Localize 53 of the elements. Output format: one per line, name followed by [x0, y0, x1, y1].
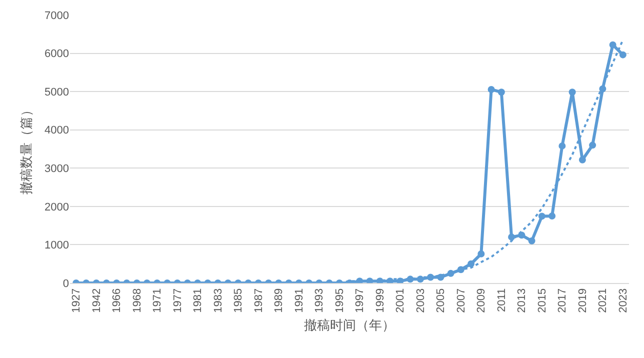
- x-tick-label: 1971: [152, 288, 164, 313]
- x-tick-label: 2021: [597, 288, 610, 313]
- x-tick-label: 1942: [90, 288, 103, 313]
- x-tick-label: 1968: [131, 288, 144, 313]
- x-tick-label: 1983: [212, 288, 224, 313]
- y-tick-label: 3000: [44, 162, 69, 175]
- x-tick-label: 1995: [334, 288, 346, 313]
- point: [386, 278, 394, 283]
- point: [528, 237, 536, 244]
- x-tick-label: 1997: [354, 288, 366, 313]
- x-tick-label: 1993: [314, 288, 326, 313]
- x-tick-label: 2003: [414, 288, 427, 313]
- x-axis-title: 撤稿时间（年）: [304, 317, 395, 332]
- x-tick-label: 1985: [232, 288, 245, 313]
- x-tick-label: 1999: [374, 288, 386, 313]
- point: [468, 260, 475, 268]
- x-tick-label: 2009: [476, 288, 488, 313]
- point: [498, 88, 505, 96]
- x-tick-label: 2011: [496, 288, 508, 312]
- y-axis-title: 撤稿数量（篇）: [18, 104, 34, 194]
- x-tick-label: 2001: [394, 288, 407, 313]
- x-tick-label: 2005: [435, 288, 448, 313]
- x-tick-label: 2007: [455, 288, 468, 313]
- x-tick-label: 1977: [172, 288, 184, 313]
- point: [619, 51, 626, 58]
- y-tick-label: 6000: [44, 48, 69, 60]
- x-tick-label: 1927: [70, 288, 83, 313]
- point: [568, 88, 576, 96]
- x-tick-label: 2015: [536, 288, 548, 313]
- y-tick-label: 0: [62, 278, 69, 290]
- point: [589, 142, 596, 149]
- point: [609, 41, 616, 48]
- y-tick-label: 4000: [44, 124, 69, 137]
- x-tick-label: 2017: [556, 288, 569, 313]
- point: [478, 250, 485, 258]
- y-tick-label: 7000: [44, 10, 69, 22]
- x-tick-label: 2013: [516, 288, 528, 313]
- x-tick-label: 1987: [252, 288, 265, 313]
- x-tick-label: 1991: [293, 288, 306, 313]
- y-tick-label: 1000: [44, 240, 69, 252]
- point: [548, 212, 556, 220]
- x-tick-label: 2019: [576, 288, 589, 313]
- point: [488, 86, 495, 93]
- point: [558, 142, 566, 150]
- point: [578, 156, 586, 164]
- x-tick-label: 1981: [192, 288, 204, 313]
- point: [538, 212, 546, 220]
- x-tick-label: 1989: [273, 288, 286, 313]
- point: [508, 234, 516, 241]
- x-tick-label: 1966: [111, 288, 124, 313]
- y-tick-label: 2000: [44, 201, 69, 214]
- x-tick-label: 2023: [617, 288, 630, 313]
- y-tick-label: 5000: [44, 86, 69, 98]
